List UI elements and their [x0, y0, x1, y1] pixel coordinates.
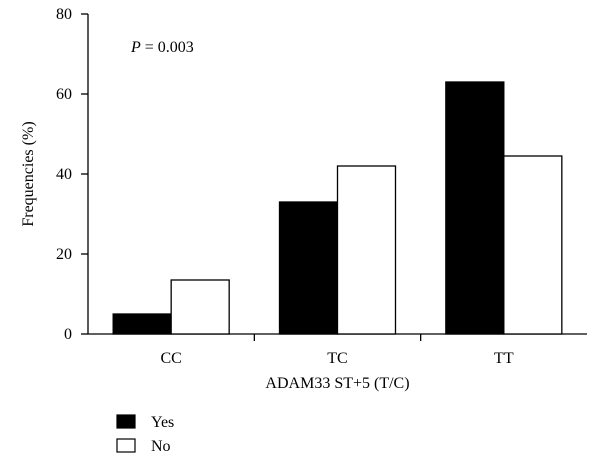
legend-label-yes: Yes — [151, 414, 174, 431]
bar-no-tt — [503, 155, 563, 335]
bar-yes-tt — [445, 81, 505, 335]
legend-swatch-no — [116, 438, 136, 453]
x-tick-label: TT — [494, 350, 514, 367]
y-tick-label: 80 — [56, 6, 72, 23]
p-value-text: = 0.003 — [141, 39, 194, 56]
p-value-annotation: P = 0.003 — [130, 39, 194, 56]
bar-no-tc — [336, 165, 397, 335]
y-tick-label: 0 — [64, 326, 72, 343]
bars — [112, 81, 563, 335]
x-tick-label: TC — [327, 350, 347, 367]
x-axis-title: ADAM33 ST+5 (T/C) — [265, 375, 409, 392]
bar-yes-tc — [278, 201, 339, 335]
x-tick-label: CC — [160, 350, 181, 367]
p-value-symbol: P — [130, 39, 141, 56]
y-tick-label: 40 — [56, 166, 72, 183]
legend-label-no: No — [151, 438, 171, 455]
y-ticks: 0 20 40 60 80 — [56, 6, 88, 343]
legend-swatch-yes — [116, 414, 136, 429]
y-tick-label: 60 — [56, 86, 72, 103]
x-ticks: CC TC TT — [160, 334, 514, 367]
y-tick-label: 20 — [56, 246, 72, 263]
bar-yes-cc — [112, 313, 172, 335]
legend: Yes No — [116, 414, 174, 455]
y-axis-title: Frequencies (%) — [20, 121, 37, 226]
bar-no-cc — [170, 279, 230, 335]
